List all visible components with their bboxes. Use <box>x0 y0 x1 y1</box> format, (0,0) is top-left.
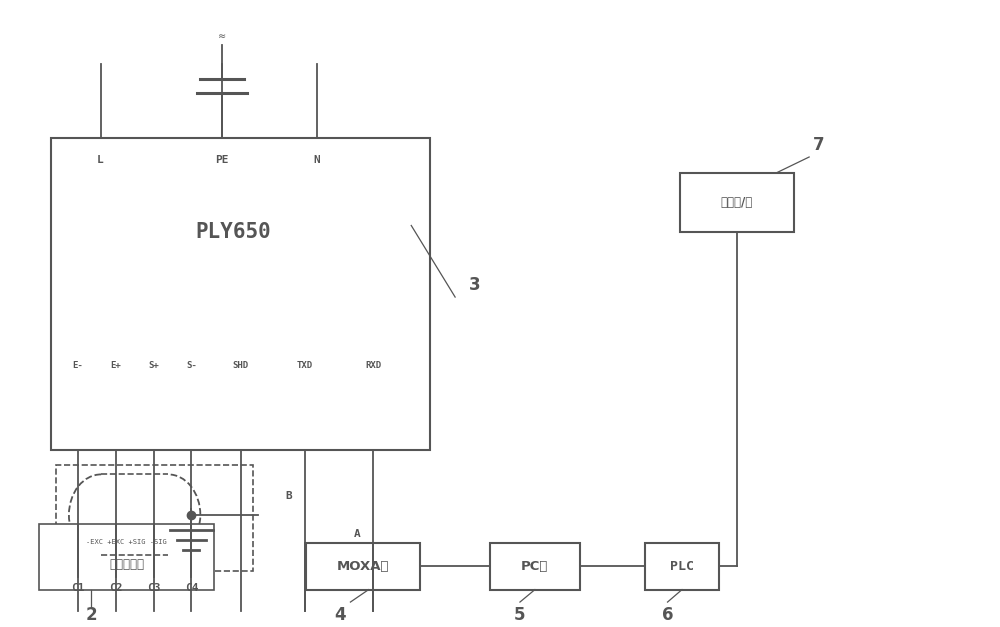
Text: 4: 4 <box>335 606 346 623</box>
Text: 6: 6 <box>662 606 673 623</box>
Text: PLC: PLC <box>670 560 694 573</box>
FancyBboxPatch shape <box>490 543 580 589</box>
Text: 5: 5 <box>514 606 526 623</box>
FancyBboxPatch shape <box>680 172 794 232</box>
Text: PC机: PC机 <box>521 560 549 573</box>
Text: C1: C1 <box>71 583 85 593</box>
Text: C3: C3 <box>147 583 160 593</box>
FancyBboxPatch shape <box>39 524 214 589</box>
Text: E-: E- <box>72 361 83 370</box>
Text: MOXA卡: MOXA卡 <box>337 560 389 573</box>
Text: RXD: RXD <box>365 361 381 370</box>
Text: PLY650: PLY650 <box>195 222 271 241</box>
Text: B: B <box>286 491 293 501</box>
Text: 7: 7 <box>813 135 825 154</box>
Text: TXD: TXD <box>297 361 313 370</box>
Text: S-: S- <box>186 361 197 370</box>
Text: E+: E+ <box>110 361 121 370</box>
FancyBboxPatch shape <box>645 543 719 589</box>
Text: ≈: ≈ <box>218 31 226 41</box>
FancyBboxPatch shape <box>306 543 420 589</box>
FancyBboxPatch shape <box>51 139 430 450</box>
Text: C2: C2 <box>109 583 122 593</box>
Text: 3: 3 <box>469 276 481 293</box>
Text: 加料泵/阀: 加料泵/阀 <box>721 196 753 209</box>
Text: 称重传感器: 称重传感器 <box>109 558 144 571</box>
Text: 2: 2 <box>85 606 97 623</box>
Text: S+: S+ <box>148 361 159 370</box>
Text: L: L <box>97 155 104 165</box>
Text: C4: C4 <box>185 583 198 593</box>
Text: SHD: SHD <box>233 361 249 370</box>
Text: -EXC +EXC +SIG -SIG: -EXC +EXC +SIG -SIG <box>86 539 167 545</box>
Text: N: N <box>313 155 320 165</box>
Text: PE: PE <box>215 155 229 165</box>
FancyBboxPatch shape <box>56 465 253 571</box>
Text: A: A <box>354 529 361 539</box>
